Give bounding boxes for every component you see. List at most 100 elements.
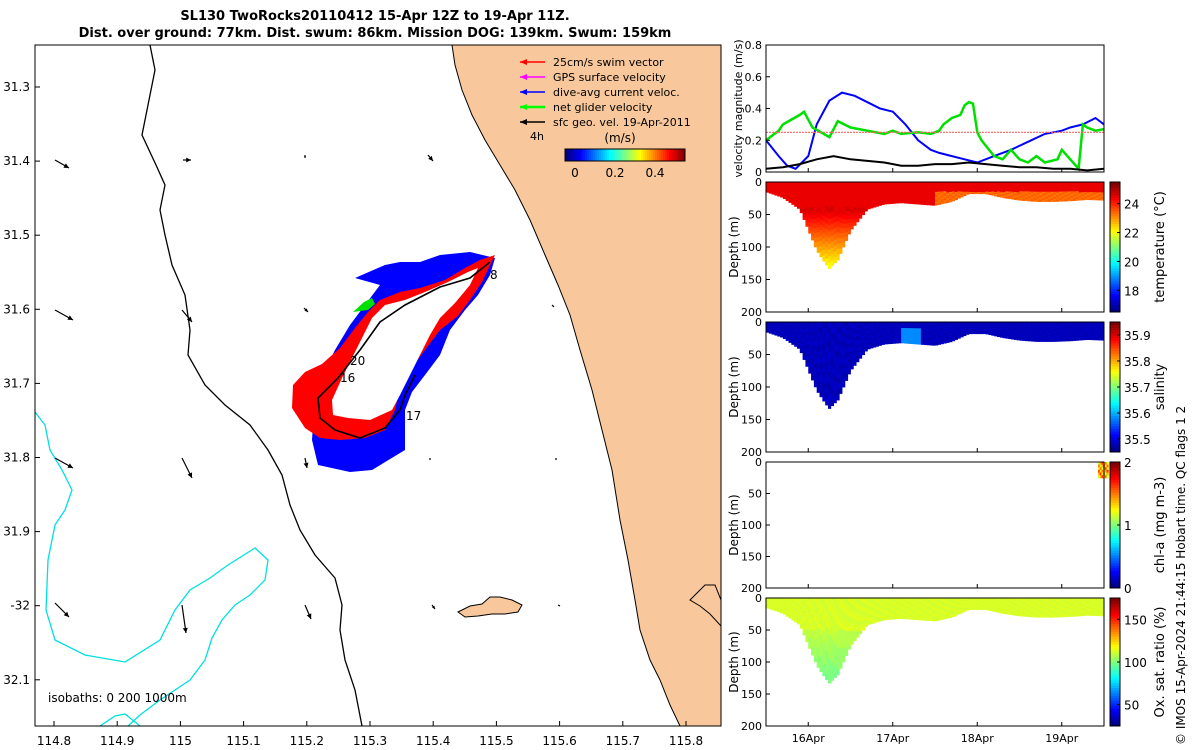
section-cell	[819, 327, 823, 334]
colorbar-cell	[649, 149, 652, 161]
section-cell	[977, 602, 981, 604]
section-cell	[1078, 333, 1082, 336]
section-cell	[796, 327, 801, 330]
section-cell	[878, 617, 882, 620]
section-cell	[870, 187, 874, 190]
section-cell	[856, 631, 860, 635]
section-cell	[1098, 329, 1102, 332]
section-cell	[895, 599, 899, 602]
section-cell	[951, 196, 956, 199]
section-cell	[861, 598, 865, 601]
section-cell	[943, 183, 947, 186]
section-cell	[904, 194, 908, 196]
section-cell	[904, 329, 908, 332]
section-cell	[796, 598, 801, 601]
colorbar-cell	[573, 149, 576, 161]
section-cell	[791, 330, 795, 333]
y-axis-label: Depth (m)	[727, 216, 741, 277]
section-cell	[839, 347, 843, 354]
section-cell	[861, 326, 865, 330]
section-cell	[965, 186, 970, 188]
section-cell	[816, 372, 820, 378]
section-cell	[799, 621, 804, 625]
section-cell	[954, 328, 958, 330]
section-cell	[1070, 330, 1074, 332]
section-cell	[1101, 333, 1105, 336]
section-cell	[782, 331, 787, 334]
section-cell	[1075, 192, 1080, 195]
section-cell	[836, 333, 840, 340]
section-cell	[926, 333, 930, 336]
chl-cell	[1098, 472, 1101, 476]
section-cell	[929, 325, 933, 328]
section-cell	[918, 342, 922, 345]
section-cell	[898, 183, 902, 186]
section-cell	[774, 322, 778, 324]
section-cell	[819, 640, 823, 646]
section-cell	[1092, 328, 1096, 331]
section-cell	[1061, 328, 1065, 331]
section-cell	[768, 330, 773, 332]
section-cell	[994, 334, 998, 337]
section-cell	[847, 608, 851, 614]
section-cell	[884, 196, 888, 199]
section-cell	[1101, 189, 1105, 192]
colorbar-cell	[1110, 550, 1120, 554]
section-cell	[991, 598, 995, 601]
section-cell	[780, 601, 784, 603]
colorbar-cell	[637, 149, 640, 161]
section-cell	[867, 599, 871, 603]
section-cell	[971, 325, 975, 327]
section-cell	[968, 332, 973, 335]
section-cell	[937, 325, 942, 328]
section-cell	[1050, 334, 1054, 337]
section-cell	[901, 600, 905, 603]
section-cell	[920, 342, 925, 345]
section-cell	[844, 198, 849, 204]
section-cell	[1011, 323, 1015, 325]
section-cell	[1073, 193, 1077, 196]
section-cell	[971, 602, 975, 604]
section-cell	[808, 340, 812, 345]
section-cell	[777, 194, 781, 196]
section-cell	[768, 331, 773, 333]
section-cell	[827, 634, 832, 641]
section-cell	[1073, 189, 1077, 192]
section-cell	[802, 195, 806, 199]
section-cell	[1027, 195, 1032, 198]
section-cell	[977, 191, 981, 193]
section-cell	[946, 187, 950, 190]
section-cell	[788, 195, 792, 198]
section-cell	[873, 192, 877, 195]
section-cell	[937, 599, 942, 602]
section-cell	[884, 340, 888, 343]
colorbar-cell	[1110, 340, 1120, 344]
section-cell	[830, 199, 834, 207]
section-cell	[1033, 193, 1037, 195]
section-cell	[968, 327, 973, 329]
section-cell	[856, 218, 860, 223]
colorbar-cell	[1110, 278, 1120, 282]
section-cell	[957, 335, 961, 338]
section-cell	[822, 227, 826, 234]
section-cell	[923, 198, 927, 201]
section-cell	[946, 616, 950, 619]
section-cell	[777, 609, 781, 612]
section-cell	[1064, 188, 1068, 191]
section-cell	[994, 329, 998, 332]
section-cell	[895, 191, 899, 193]
section-cell	[912, 608, 916, 611]
section-cell	[811, 322, 815, 327]
section-cell	[1067, 330, 1071, 332]
section-cell	[1056, 187, 1060, 190]
section-cell	[847, 619, 851, 624]
section-cell	[875, 615, 880, 618]
section-cell	[1067, 194, 1071, 196]
section-cell	[856, 626, 860, 630]
section-cell	[861, 195, 865, 199]
section-cell	[864, 206, 868, 210]
section-cell	[847, 215, 851, 220]
section-cell	[1064, 328, 1068, 331]
net-glider-velocity-arrow	[353, 298, 375, 312]
